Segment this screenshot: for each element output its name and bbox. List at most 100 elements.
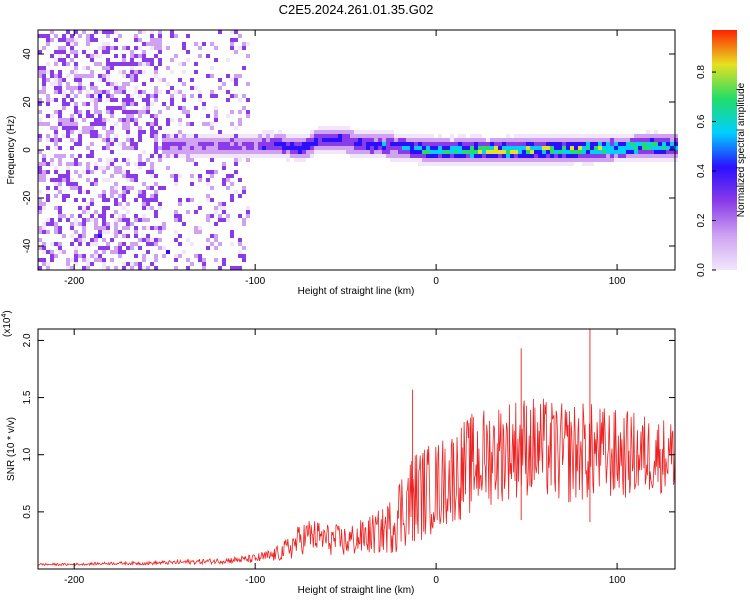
spectrogram-cell	[350, 150, 354, 154]
spectrogram-cell	[114, 38, 118, 42]
spectrogram-cell	[102, 178, 106, 182]
spectrogram-cell	[58, 158, 62, 162]
spectrogram-cell	[210, 146, 214, 150]
spectrogram-cell	[574, 150, 578, 154]
spectrogram-cell	[542, 142, 546, 146]
spectrogram-cell	[674, 150, 678, 154]
spectrogram-cell	[106, 134, 110, 138]
spectrogram-cell	[142, 194, 146, 198]
spectrogram-cell	[366, 154, 370, 158]
spectrogram-cell	[502, 142, 506, 146]
spectrogram-cell	[334, 142, 338, 146]
spectrogram-cell	[146, 94, 150, 98]
spectrogram-cell	[194, 134, 198, 138]
spectrogram-cell	[38, 50, 42, 54]
spectrogram-cell	[122, 46, 126, 50]
spectrogram-cell	[362, 146, 366, 150]
spectrogram-cell	[446, 154, 450, 158]
spectrogram-cell	[470, 134, 474, 138]
spectrogram-cell	[650, 154, 654, 158]
spectrogram-cell	[406, 138, 410, 142]
spectrogram-cell	[478, 158, 482, 162]
spectrogram-cell	[94, 130, 98, 134]
spectrogram-cell	[598, 134, 602, 138]
spectrogram-cell	[514, 158, 518, 162]
spectrogram-cell	[670, 134, 674, 138]
spectrogram-cell	[222, 146, 226, 150]
spectrogram-cell	[342, 126, 346, 130]
spectrogram-cell	[270, 154, 274, 158]
spectrogram-cell	[110, 98, 114, 102]
spectrogram-cell	[266, 142, 270, 146]
spectrogram-cell	[106, 206, 110, 210]
spectrogram-cell	[102, 190, 106, 194]
spectrogram-cell	[190, 158, 194, 162]
spectrogram-cell	[466, 162, 470, 166]
spectrogram-cell	[82, 266, 86, 270]
spectrogram-cell	[130, 266, 134, 270]
spectrogram-cell	[414, 146, 418, 150]
spectrogram-cell	[266, 146, 270, 150]
spectrogram-cell	[230, 46, 234, 50]
spectrogram-cell	[594, 138, 598, 142]
spectrogram-cell	[98, 54, 102, 58]
spectrogram-cell	[66, 118, 70, 122]
spectrogram-cell	[178, 234, 182, 238]
spectrogram-cell	[46, 102, 50, 106]
spectrogram-cell	[146, 158, 150, 162]
spectrogram-cell	[538, 158, 542, 162]
spectrogram-cell	[98, 110, 102, 114]
spectrogram-cell	[302, 150, 306, 154]
spectrogram-cell	[618, 158, 622, 162]
spectrogram-cell	[590, 150, 594, 154]
spectrogram-cell	[502, 138, 506, 142]
spectrogram-cell	[126, 174, 130, 178]
spectrogram-cell	[198, 174, 202, 178]
spectrogram-cell	[62, 198, 66, 202]
spectrogram-cell	[42, 258, 46, 262]
spectrogram-cell	[366, 134, 370, 138]
spectrogram-cell	[94, 90, 98, 94]
spectrogram-cell	[58, 118, 62, 122]
spectrogram-cell	[314, 142, 318, 146]
spectrogram-cell	[214, 150, 218, 154]
spectrogram-cell	[214, 206, 218, 210]
spectrogram-cell	[50, 70, 54, 74]
spectrogram-cell	[290, 134, 294, 138]
spectrogram-cell	[610, 154, 614, 158]
spectrogram-cell	[138, 114, 142, 118]
spectrogram-cell	[122, 194, 126, 198]
spectrogram-cell	[118, 90, 122, 94]
snr-frame	[37, 328, 676, 570]
spectrogram-cell	[466, 146, 470, 150]
spectrogram-cell	[254, 134, 258, 138]
spectrogram-cell	[166, 146, 170, 150]
spectrogram-cell	[670, 154, 674, 158]
spectrogram-cell	[558, 162, 562, 166]
spectrogram-cell	[94, 250, 98, 254]
spectrogram-cell	[486, 162, 490, 166]
spectrogram-cell	[558, 146, 562, 150]
spectrogram-cell	[654, 146, 658, 150]
spectrogram-cell	[414, 142, 418, 146]
spectrogram-cell	[106, 146, 110, 150]
spectrogram-cell	[662, 150, 666, 154]
spectrogram-cell	[190, 138, 194, 142]
spectrogram-cell	[170, 58, 174, 62]
spectrogram-cell	[82, 118, 86, 122]
spectrogram-cell	[126, 222, 130, 226]
spectrogram-cell	[370, 138, 374, 142]
spectrogram-cell	[258, 142, 262, 146]
spectrogram-cell	[110, 142, 114, 146]
spectrogram-cell	[90, 86, 94, 90]
spectrogram-cell	[42, 206, 46, 210]
spectrogram-cell	[126, 98, 130, 102]
spectrogram-cell	[198, 230, 202, 234]
spectrogram-cell	[90, 122, 94, 126]
spectrogram-cell	[270, 146, 274, 150]
spectrogram-cell	[74, 42, 78, 46]
spectrogram-cell	[430, 162, 434, 166]
spectrogram-cell	[142, 130, 146, 134]
spectrogram-cell	[130, 242, 134, 246]
spectrogram-cell	[210, 134, 214, 138]
